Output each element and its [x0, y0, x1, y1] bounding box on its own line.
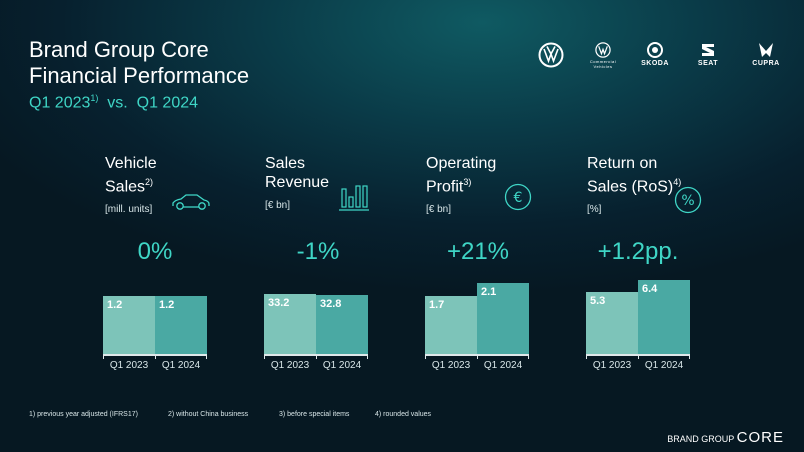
bar-q1-2023: 5.3 — [586, 292, 638, 354]
bar-q1-2024: 1.2 — [155, 295, 207, 354]
vw-commercial-vehicles-logo: Commercial Vehicles — [588, 42, 618, 69]
kpi-return-on-sales: Return on Sales (RoS)4) [%] — [587, 154, 681, 219]
axis-tick — [316, 354, 317, 359]
kpi-title: Sales — [265, 155, 306, 172]
data-label: 1.2 — [159, 298, 175, 311]
kpi-operating-profit: Operating Profit3) [€ bn] — [426, 154, 496, 219]
kpi-title: Operating — [426, 155, 497, 172]
euro-icon: € — [504, 183, 532, 211]
kpi-title: Sales (RoS) — [587, 178, 674, 196]
brand-name: CORE — [736, 429, 784, 446]
footnote-4: 4) rounded values — [375, 411, 432, 418]
footnote-2: 2) without China business — [168, 411, 249, 418]
logo-text: SEAT — [697, 60, 719, 67]
axis-tick — [367, 354, 368, 359]
period-b: Q1 2024 — [136, 94, 199, 112]
axis-tick — [689, 354, 690, 359]
svg-text:%: % — [681, 193, 694, 209]
tick-label: Q1 2024 — [483, 360, 523, 371]
cupra-logo: CUPRA — [746, 42, 786, 67]
chart-operating-profit: 1.7 Q1 2023 2.1 Q1 2024 — [425, 240, 529, 371]
kpi-vehicle-sales: Vehicle Sales2) [mill. units] — [105, 154, 157, 219]
tick-label: Q1 2023 — [270, 360, 310, 371]
kpi-sales-revenue: Sales Revenue [€ bn] — [265, 154, 329, 215]
percent-icon: % — [674, 186, 702, 214]
chart-vehicle-sales: 1.2 Q1 2023 1.2 Q1 2024 — [103, 240, 207, 371]
kpi-title: Profit — [426, 178, 464, 196]
brand-prefix: BRAND GROUP — [667, 434, 735, 444]
data-label: 33.2 — [268, 296, 290, 309]
footnote-ref: 2) — [145, 177, 154, 187]
axis-tick — [155, 354, 156, 359]
axis-tick — [477, 354, 478, 359]
chart-sales-revenue: 33.2 Q1 2023 32.8 Q1 2024 — [264, 240, 368, 371]
tick-label: Q1 2023 — [109, 360, 149, 371]
data-label: 6.4 — [642, 282, 658, 295]
data-label: 1.2 — [107, 298, 123, 311]
seat-logo: SEAT — [690, 42, 726, 67]
bar-q1-2024: 32.8 — [316, 294, 368, 354]
kpi-unit: [€ bn] — [426, 204, 452, 216]
bar-q1-2023: 33.2 — [264, 293, 316, 354]
kpi-unit: [mill. units] — [105, 204, 153, 216]
bar-chart-icon — [339, 185, 369, 211]
page-title: Brand Group Core — [29, 37, 209, 62]
kpi-title: Sales — [105, 178, 146, 196]
bar-q1-2024: 2.1 — [477, 282, 529, 354]
axis-tick — [206, 354, 207, 359]
tick-label: Q1 2023 — [592, 360, 632, 371]
vw-logo — [538, 42, 564, 70]
period-a: Q1 2023 — [29, 94, 91, 112]
vs-label: vs. — [107, 94, 128, 112]
page-subtitle: Financial Performance — [29, 63, 250, 88]
change-sales-revenue: -1% — [296, 238, 340, 265]
change-vehicle-sales: 0% — [137, 238, 173, 265]
car-icon — [172, 194, 210, 210]
footnote-1: 1) previous year adjusted (IFRS17) — [29, 411, 138, 418]
kpi-title: Revenue — [265, 174, 330, 191]
axis-tick — [425, 354, 426, 359]
data-label: 1.7 — [429, 299, 445, 312]
axis-tick — [528, 354, 529, 359]
footnote-ref: 3) — [463, 177, 472, 187]
footnote-ref: 1) — [90, 93, 99, 103]
kpi-title: Return on — [587, 155, 658, 172]
footnote-3: 3) before special items — [279, 411, 350, 418]
axis-tick — [586, 354, 587, 359]
data-label: 32.8 — [320, 297, 342, 310]
chart-return-on-sales: 5.3 Q1 2023 6.4 Q1 2024 — [586, 240, 690, 371]
tick-label: Q1 2023 — [431, 360, 471, 371]
tick-label: Q1 2024 — [322, 360, 362, 371]
tick-label: Q1 2024 — [161, 360, 201, 371]
tick-label: Q1 2024 — [644, 360, 684, 371]
logo-text: SKODA — [641, 60, 669, 67]
logo-text: CUPRA — [752, 60, 780, 67]
bar-q1-2023: 1.7 — [425, 296, 477, 354]
svg-text:€: € — [514, 190, 523, 206]
axis-tick — [638, 354, 639, 359]
period-comparison: Q1 20231) vs. Q1 2024 — [29, 93, 198, 112]
logo-text: Commercial Vehicles — [589, 59, 617, 69]
kpi-title: Vehicle — [105, 155, 157, 172]
brand-group-core-logo: BRAND GROUP CORE — [667, 429, 784, 446]
skoda-logo: SKODA — [636, 42, 674, 67]
data-label: 2.1 — [481, 285, 497, 298]
bar-q1-2024: 6.4 — [638, 279, 690, 354]
kpi-unit: [€ bn] — [265, 200, 291, 211]
kpi-unit: [%] — [587, 204, 602, 216]
footnote-ref: 4) — [673, 177, 682, 187]
axis-tick — [103, 354, 104, 359]
change-return-on-sales: +1.2pp. — [597, 238, 679, 265]
data-label: 5.3 — [590, 295, 606, 308]
change-operating-profit: +21% — [446, 238, 510, 265]
bar-q1-2023: 1.2 — [103, 295, 155, 354]
axis-tick — [264, 354, 265, 359]
